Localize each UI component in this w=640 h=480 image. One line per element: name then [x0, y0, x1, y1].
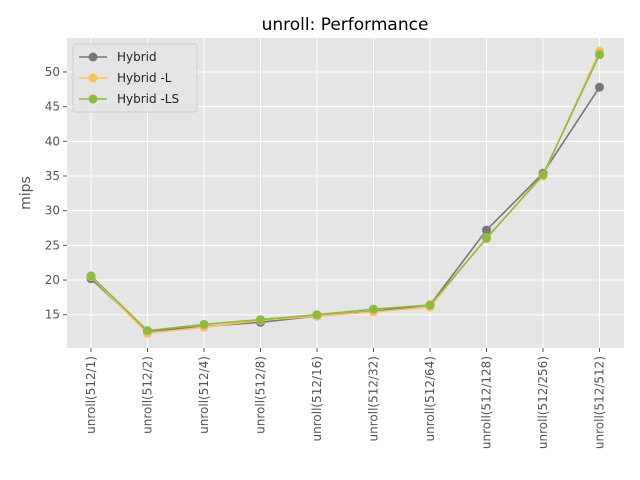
x-tick-label: unroll(512/4) — [197, 356, 211, 434]
legend: Hybrid Hybrid -L Hybrid -LS — [72, 43, 198, 113]
grid-lines — [67, 38, 624, 348]
x-tick-label: unroll(512/8) — [254, 356, 268, 434]
data-point — [482, 225, 491, 235]
data-point — [86, 271, 96, 281]
legend-marker — [88, 73, 98, 83]
data-point — [538, 170, 548, 180]
x-tick-label: unroll(512/64) — [423, 356, 437, 441]
y-tick-label: 35 — [45, 169, 60, 183]
y-tick-label: 25 — [45, 238, 60, 252]
legend-label: Hybrid -LS — [117, 92, 179, 106]
data-point — [595, 82, 604, 92]
y-tick-label: 45 — [45, 100, 60, 114]
legend-marker — [88, 94, 98, 104]
x-tick-label: unroll(512/128) — [480, 356, 494, 449]
data-point — [369, 304, 378, 314]
data-point — [595, 50, 604, 60]
legend-label: Hybrid -L — [117, 71, 172, 85]
x-tick-label: unroll(512/2) — [141, 356, 155, 434]
chart-title: unroll: Performance — [262, 15, 429, 35]
data-point — [199, 319, 209, 329]
x-tick-label: unroll(512/32) — [367, 356, 381, 441]
legend-box — [72, 43, 198, 113]
x-tick-label: unroll(512/256) — [536, 356, 550, 449]
legend-entry: Hybrid — [79, 50, 157, 64]
y-tick-label: 15 — [45, 308, 60, 322]
data-point — [425, 300, 435, 310]
legend-label: Hybrid — [117, 50, 157, 64]
y-axis-ticks: 15 20 25 30 35 40 45 50 — [45, 65, 67, 322]
y-tick-label: 40 — [45, 134, 60, 148]
data-point — [312, 310, 322, 320]
legend-entry: Hybrid -LS — [79, 92, 179, 106]
legend-marker — [88, 52, 98, 62]
x-tick-label: unroll(512/16) — [310, 356, 324, 441]
y-tick-label: 20 — [45, 273, 60, 287]
series-2 — [86, 50, 604, 336]
series-line — [90, 54, 601, 332]
y-tick-label: 30 — [45, 204, 60, 218]
data-point — [256, 315, 265, 325]
x-tick-label: unroll(512/512) — [593, 356, 607, 449]
series-layer — [86, 46, 604, 338]
y-axis-label: mips — [18, 176, 34, 210]
data-point — [143, 326, 152, 336]
data-point — [482, 233, 491, 243]
x-axis-ticks: unroll(512/1) unroll(512/2) unroll(512/4) u… — [84, 348, 607, 449]
legend-entry: Hybrid -L — [79, 71, 172, 85]
x-tick-label: unroll(512/1) — [84, 356, 98, 434]
y-tick-label: 50 — [45, 65, 60, 79]
